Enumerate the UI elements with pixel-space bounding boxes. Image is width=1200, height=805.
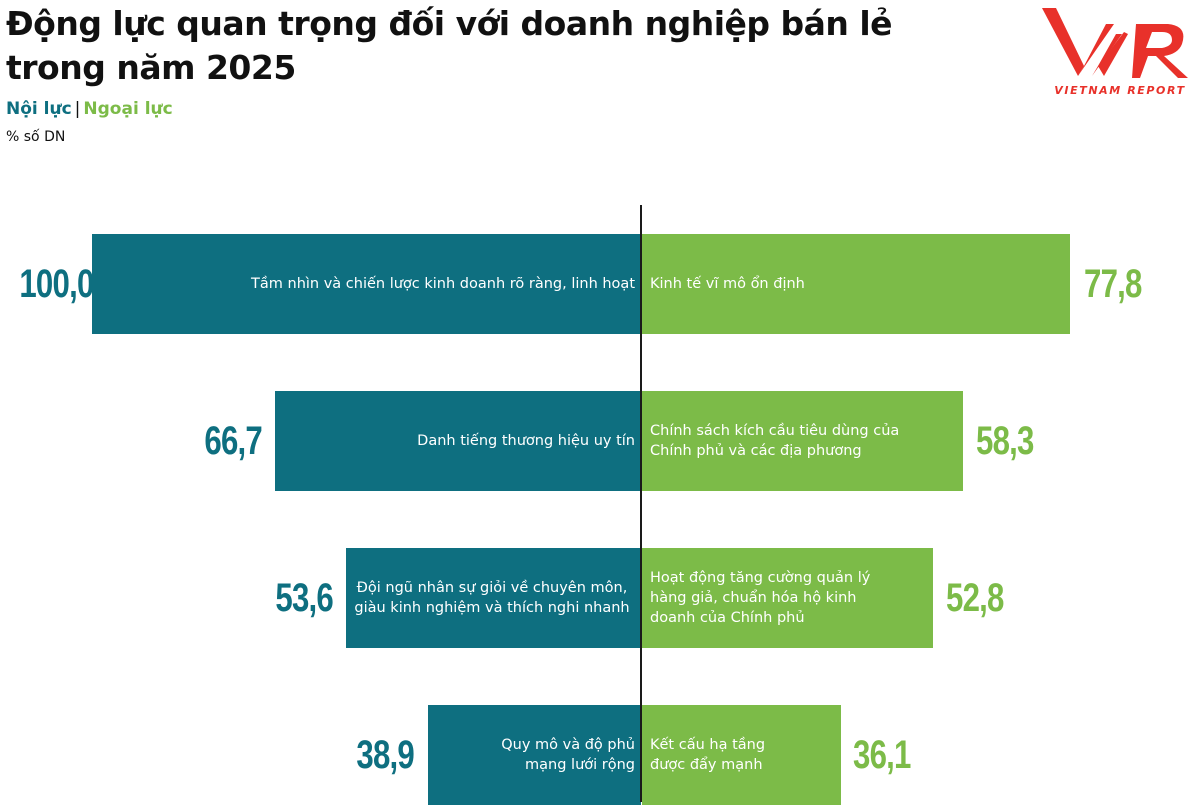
inner-bar-2: Danh tiếng thương hiệu uy tín — [275, 391, 641, 491]
outer-value-1: 77,8 — [1084, 262, 1142, 306]
vnr-logo-icon — [1042, 8, 1188, 78]
center-axis-line — [640, 205, 642, 802]
legend-separator: | — [74, 99, 81, 119]
inner-value-2: 66,7 — [204, 419, 262, 463]
inner-value-3: 53,6 — [275, 576, 333, 620]
inner-label-3: Đội ngũ nhân sự giỏi về chuyên môn, giàu… — [354, 580, 630, 616]
inner-label-4: Quy mô và độ phủ mạng lưới rộng — [501, 737, 635, 773]
inner-bar-4: Quy mô và độ phủ mạng lưới rộng — [428, 705, 641, 805]
outer-value-3: 52,8 — [946, 576, 1004, 620]
outer-label-1: Kinh tế vĩ mô ổn định — [650, 276, 805, 292]
outer-value-4: 36,1 — [853, 733, 911, 777]
outer-value-2: 58,3 — [976, 419, 1034, 463]
inner-label-1: Tầm nhìn và chiến lược kinh doanh rõ ràn… — [251, 276, 635, 292]
chart-title: Động lực quan trọng đối với doanh nghiệp… — [6, 2, 1006, 90]
inner-bar-1: Tầm nhìn và chiến lược kinh doanh rõ ràn… — [92, 234, 641, 334]
inner-bar-3: Đội ngũ nhân sự giỏi về chuyên môn, giàu… — [346, 548, 641, 648]
inner-label-2: Danh tiếng thương hiệu uy tín — [417, 433, 635, 449]
chart-title-line1: Động lực quan trọng đối với doanh nghiệp… — [6, 4, 893, 43]
legend-inner: Nội lực — [6, 99, 72, 119]
outer-bar-4: Kết cấu hạ tầng được đẩy mạnh — [642, 705, 841, 805]
logo-text: VIETNAM REPORT — [1054, 84, 1186, 97]
inner-value-4: 38,9 — [356, 733, 414, 777]
chart-title-line2: trong năm 2025 — [6, 48, 296, 87]
legend-outer: Ngoại lực — [83, 99, 173, 119]
outer-label-3: Hoạt động tăng cường quản lý hàng giả, c… — [650, 570, 871, 626]
inner-value-1: 100,0 — [19, 262, 94, 306]
unit-label: % số DN — [6, 129, 66, 145]
outer-label-2: Chính sách kích cầu tiêu dùng của Chính … — [650, 423, 900, 459]
legend: Nội lực | Ngoại lực — [6, 99, 173, 119]
vietnam-report-logo: VIETNAM REPORT — [1040, 4, 1196, 100]
outer-bar-1: Kinh tế vĩ mô ổn định — [642, 234, 1070, 334]
outer-label-4: Kết cấu hạ tầng được đẩy mạnh — [650, 737, 766, 773]
outer-bar-3: Hoạt động tăng cường quản lý hàng giả, c… — [642, 548, 933, 648]
outer-bar-2: Chính sách kích cầu tiêu dùng của Chính … — [642, 391, 963, 491]
